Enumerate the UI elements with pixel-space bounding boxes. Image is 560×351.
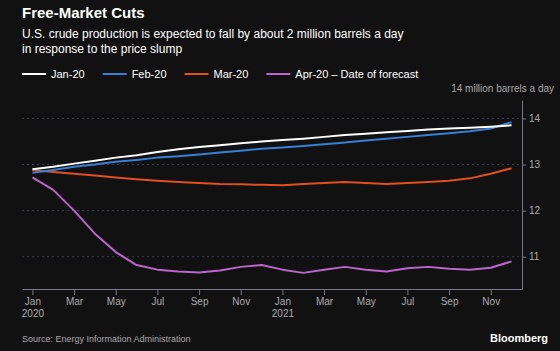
x-tick: Sep <box>441 289 459 307</box>
x-tick-mark <box>449 289 450 295</box>
x-tick-label: Sep <box>191 296 209 307</box>
x-tick-label-line: Jul <box>152 296 165 307</box>
x-tick-label-line: Jan <box>25 296 41 307</box>
x-tick-label: Jul <box>402 296 415 307</box>
series-line <box>32 125 511 169</box>
x-tick-label-line: Jan <box>275 296 291 307</box>
x-tick: Mar <box>66 289 84 307</box>
x-tick-label: May <box>107 296 126 307</box>
x-tick-label-line: Nov <box>482 296 500 307</box>
legend-label: Jan-20 <box>51 68 85 80</box>
y-axis: 11 12 13 14 <box>522 101 541 290</box>
x-tick-mark <box>491 289 492 295</box>
y-axis-label: 14 million barrels a day <box>451 83 554 94</box>
x-tick-mark <box>157 289 158 295</box>
x-tick-label: May <box>357 296 376 307</box>
x-tick-label: Sep <box>441 296 459 307</box>
brand-note: Bloomberg <box>490 332 548 344</box>
y-tick: 12 <box>522 205 541 216</box>
x-tick: Jul <box>402 289 415 307</box>
legend-item: Jan-20 <box>22 68 85 80</box>
x-tick: Jan2021 <box>272 289 295 319</box>
subtitle-line: in response to the price slump <box>22 42 182 56</box>
y-tick: 14 <box>522 113 541 124</box>
x-tick-label-line: 2020 <box>22 308 45 319</box>
x-tick-label-line: Jul <box>402 296 415 307</box>
x-tick-label: Jan2020 <box>22 296 45 319</box>
x-tick-mark <box>32 289 33 295</box>
x-tick-mark <box>366 289 367 295</box>
x-tick: May <box>357 289 376 307</box>
x-tick-mark <box>282 289 283 295</box>
plot-area: Jan2020MarMayJulSepNovJan2021MarMayJulSe… <box>22 101 541 319</box>
x-tick: May <box>107 289 126 307</box>
x-tick: Jul <box>152 289 165 307</box>
y-tick-mark <box>522 211 526 212</box>
legend-item: Feb-20 <box>103 68 167 80</box>
x-tick-mark <box>324 289 325 295</box>
x-tick-label-line: May <box>357 296 376 307</box>
grid-line <box>22 256 522 257</box>
x-tick: Sep <box>191 289 209 307</box>
y-tick-label: 11 <box>529 251 540 262</box>
subtitle: U.S. crude production is expected to fal… <box>22 27 404 56</box>
x-tick-label-line: May <box>107 296 126 307</box>
source-note: Source: Energy Information Administratio… <box>22 334 191 344</box>
grid-line <box>22 118 522 119</box>
series-line <box>32 122 511 173</box>
series-line <box>32 168 511 185</box>
legend-label: Feb-20 <box>132 68 167 80</box>
x-tick-mark <box>116 289 117 295</box>
x-axis-line <box>23 289 523 290</box>
x-tick: Nov <box>482 289 500 307</box>
legend-swatch <box>266 73 290 75</box>
x-tick-label: Nov <box>232 296 250 307</box>
x-tick-mark <box>199 289 200 295</box>
x-tick-label: Nov <box>482 296 500 307</box>
x-tick-mark <box>74 289 75 295</box>
x-tick: Jan2020 <box>22 289 45 319</box>
y-tick-label: 14 <box>529 113 541 124</box>
x-tick-label: Jan2021 <box>272 296 295 319</box>
y-tick-label: 13 <box>529 159 541 170</box>
legend-item: Mar-20 <box>185 68 249 80</box>
legend-item: Apr-20 – Date of forecast <box>266 68 418 80</box>
x-tick-label-line: Sep <box>441 296 459 307</box>
y-tick-mark <box>522 165 526 166</box>
legend-label: Apr-20 – Date of forecast <box>295 68 418 80</box>
legend-label: Mar-20 <box>214 68 249 80</box>
grid-line <box>22 210 522 211</box>
y-tick-mark <box>522 257 526 258</box>
x-tick-label-line: Mar <box>316 296 334 307</box>
subtitle-line: U.S. crude production is expected to fal… <box>22 27 404 41</box>
y-tick: 13 <box>522 159 541 170</box>
legend-swatch <box>22 73 46 75</box>
x-tick-label-line: Mar <box>66 296 84 307</box>
y-tick-mark <box>522 118 526 119</box>
x-tick-label: Mar <box>66 296 84 307</box>
lines <box>32 122 511 273</box>
background <box>0 0 560 351</box>
x-tick-label-line: Sep <box>191 296 209 307</box>
x-tick-mark <box>407 289 408 295</box>
title: Free-Market Cuts <box>22 4 145 21</box>
x-tick-label-line: Nov <box>232 296 250 307</box>
legend-swatch <box>103 73 127 75</box>
x-tick: Nov <box>232 289 250 307</box>
y-axis-line <box>522 101 523 290</box>
x-tick-label-line: 2021 <box>272 308 295 319</box>
x-axis: Jan2020MarMayJulSepNovJan2021MarMayJulSe… <box>22 289 523 319</box>
y-tick-label: 12 <box>529 205 541 216</box>
chart: Free-Market Cuts U.S. crude production is… <box>0 0 560 351</box>
y-tick: 11 <box>522 251 540 262</box>
x-tick-label: Jul <box>152 296 165 307</box>
x-tick: Mar <box>316 289 334 307</box>
x-tick-mark <box>241 289 242 295</box>
series-line <box>32 177 511 272</box>
legend-swatch <box>185 73 209 75</box>
x-tick-label: Mar <box>316 296 334 307</box>
